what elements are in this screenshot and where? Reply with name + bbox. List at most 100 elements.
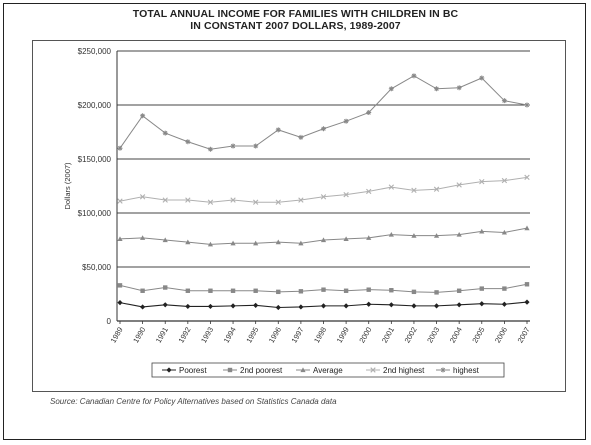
y-tick-label: $50,000 [82, 263, 111, 272]
data-point-highest [321, 126, 326, 132]
x-tick-label: 2003 [425, 326, 441, 345]
data-point-poorest [140, 304, 146, 310]
data-point-2nd-highest [275, 199, 281, 205]
data-point-highest [343, 118, 349, 124]
data-point-highest [388, 86, 394, 92]
data-point-poorest [501, 301, 507, 307]
data-point-average [524, 225, 530, 231]
data-point-2nd-poorest [479, 286, 484, 291]
data-point-average [275, 239, 281, 245]
data-point-highest [275, 127, 281, 133]
x-tick-label: 1994 [222, 326, 238, 345]
data-point-highest [207, 146, 213, 152]
x-tick-label: 2001 [380, 326, 396, 345]
data-point-2nd-poorest [163, 285, 168, 290]
legend-marker [227, 367, 233, 373]
legend-marker [166, 367, 172, 373]
data-point-2nd-poorest [253, 288, 258, 293]
legend-label: Average [313, 366, 343, 375]
data-point-2nd-poorest [185, 288, 191, 293]
legend-label: 2nd poorest [240, 366, 283, 375]
legend-marker [370, 367, 376, 373]
data-point-average [298, 240, 304, 246]
data-point-poorest [456, 302, 462, 308]
data-point-2nd-poorest [389, 288, 394, 293]
plot-area-border [32, 40, 566, 392]
data-point-2nd-highest [298, 197, 304, 203]
data-point-poorest [298, 304, 304, 310]
data-point-average [411, 233, 417, 238]
data-point-2nd-highest [366, 188, 372, 195]
data-point-poorest [207, 303, 214, 310]
data-point-2nd-highest [343, 191, 349, 198]
data-point-average [207, 241, 214, 247]
legend-label: 2nd highest [383, 366, 425, 375]
data-point-average [479, 228, 485, 234]
data-point-2nd-poorest [321, 287, 326, 292]
data-point-2nd-poorest [117, 283, 123, 288]
data-point-2nd-poorest [208, 288, 213, 293]
data-point-highest [366, 110, 372, 116]
data-point-2nd-highest [479, 178, 485, 185]
data-point-highest [434, 86, 440, 92]
data-point-2nd-highest [411, 187, 417, 194]
data-point-highest [479, 75, 485, 81]
series-line-highest [119, 75, 528, 150]
x-tick-label: 1992 [176, 326, 192, 345]
data-point-poorest [388, 302, 394, 308]
data-point-average [185, 239, 191, 245]
legend-label: highest [453, 366, 480, 375]
data-point-poorest [411, 303, 417, 309]
x-tick-label: 2000 [357, 326, 373, 345]
x-tick-label: 2004 [448, 326, 464, 345]
data-point-highest [411, 73, 417, 79]
x-tick-label: 1993 [199, 326, 215, 345]
x-tick-label: 1999 [335, 326, 351, 345]
data-point-highest [253, 143, 259, 149]
data-point-2nd-poorest [230, 288, 236, 293]
data-point-highest [456, 85, 462, 91]
data-point-average [366, 235, 372, 240]
data-point-average [253, 240, 259, 246]
data-point-poorest [479, 301, 485, 307]
data-point-poorest [524, 299, 530, 305]
y-axis-label: Dollars (2007) [63, 162, 72, 210]
data-point-2nd-poorest [434, 290, 439, 295]
data-point-highest [185, 139, 191, 145]
data-point-2nd-highest [388, 184, 395, 190]
data-point-2nd-poorest [524, 282, 530, 287]
data-point-2nd-highest [320, 194, 327, 200]
source-note: Source: Canadian Centre for Policy Alter… [50, 397, 337, 406]
data-point-average [343, 236, 349, 241]
series-line-2nd-highest [119, 176, 528, 203]
data-point-2nd-highest [456, 182, 462, 188]
data-point-poorest [343, 303, 349, 309]
data-point-2nd-poorest [411, 289, 417, 295]
data-point-2nd-highest [185, 197, 191, 203]
data-point-2nd-highest [501, 177, 508, 184]
data-point-2nd-poorest [298, 289, 304, 294]
legend-marker [440, 367, 446, 373]
data-point-poorest [253, 302, 259, 308]
data-point-2nd-poorest [456, 288, 462, 293]
x-tick-label: 1998 [312, 326, 328, 345]
data-point-highest [140, 113, 146, 119]
data-point-highest [524, 102, 530, 108]
data-point-2nd-highest [433, 186, 440, 192]
data-point-2nd-highest [252, 199, 259, 205]
data-point-average [162, 237, 168, 243]
y-tick-label: $150,000 [78, 155, 112, 164]
chart-title: TOTAL ANNUAL INCOME FOR FAMILIES WITH CH… [132, 8, 459, 20]
data-point-poorest [117, 300, 123, 306]
data-point-average [140, 235, 146, 240]
x-tick-label: 1997 [289, 326, 305, 345]
data-point-highest [230, 143, 236, 149]
x-tick-label: 1991 [154, 326, 170, 345]
data-point-average [320, 237, 327, 243]
chart-subtitle: IN CONSTANT 2007 DOLLARS, 1989-2007 [190, 20, 401, 32]
data-point-poorest [433, 303, 440, 309]
data-point-2nd-poorest [140, 288, 145, 293]
data-point-2nd-poorest [366, 287, 371, 292]
figure-frame [3, 3, 586, 440]
x-tick-label: 2005 [470, 326, 486, 345]
